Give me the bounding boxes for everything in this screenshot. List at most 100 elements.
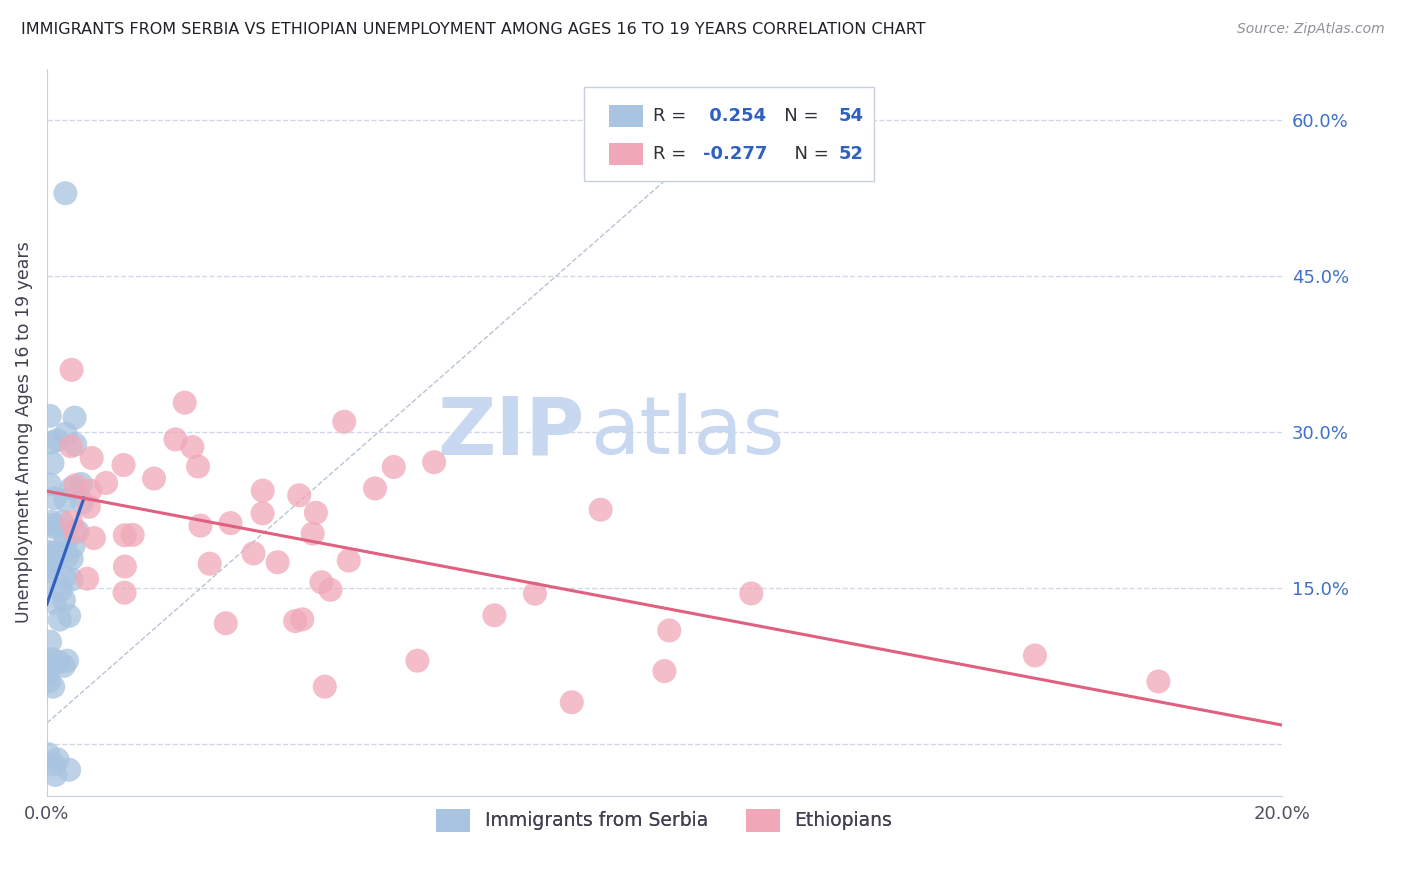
Point (60, 515, 83, 529)
Point (406, 654, 429, 668)
Text: R =: R = (654, 107, 692, 125)
Text: atlas: atlas (591, 393, 785, 471)
Point (305, 506, 328, 520)
Point (252, 483, 274, 498)
Point (143, 471, 166, 485)
Point (44, 491, 66, 506)
Point (284, 614, 307, 628)
Point (364, 482, 387, 496)
Point (55, 186, 77, 201)
Point (42, 518, 65, 533)
Point (46, 752, 69, 766)
Point (41, 456, 63, 470)
Point (252, 507, 274, 521)
Point (654, 664, 676, 678)
FancyBboxPatch shape (583, 87, 875, 181)
Point (76, 572, 98, 586)
Point (60, 551, 83, 566)
Point (319, 582, 342, 597)
Point (58, 608, 80, 623)
Point (219, 516, 242, 530)
Text: N =: N = (766, 107, 824, 125)
Point (37, 668, 59, 682)
Point (79, 483, 101, 498)
Point (39, 634, 62, 648)
Point (198, 557, 221, 571)
Text: 0.254: 0.254 (703, 107, 766, 125)
Y-axis label: Unemployment Among Ages 16 to 19 years: Unemployment Among Ages 16 to 19 years (15, 241, 32, 623)
Point (55, 535, 77, 549)
Text: IMMIGRANTS FROM SERBIA VS ETHIOPIAN UNEMPLOYMENT AMONG AGES 16 TO 19 YEARS CORRE: IMMIGRANTS FROM SERBIA VS ETHIOPIAN UNEM… (21, 22, 925, 37)
Point (1147, 674, 1170, 689)
Point (114, 528, 136, 542)
Point (48, 655, 70, 669)
Point (44, 768, 66, 782)
Point (173, 395, 195, 409)
Point (38, 477, 60, 491)
Text: -0.277: -0.277 (703, 145, 768, 162)
Point (288, 488, 311, 502)
Point (42, 550, 65, 565)
Legend: Immigrants from Serbia, Ethiopians: Immigrants from Serbia, Ethiopians (427, 799, 901, 841)
Point (70, 477, 93, 491)
Point (55, 533, 77, 548)
Point (311, 575, 333, 590)
Point (423, 455, 446, 469)
Point (56, 549, 79, 564)
Point (42, 556, 65, 570)
Point (523, 587, 546, 601)
Point (46, 433, 69, 447)
Point (740, 586, 762, 600)
Text: Source: ZipAtlas.com: Source: ZipAtlas.com (1237, 22, 1385, 37)
Point (52, 593, 75, 607)
Point (114, 585, 136, 599)
Point (382, 460, 405, 475)
Point (63, 524, 86, 539)
Point (301, 526, 323, 541)
Point (58, 763, 80, 777)
Point (1024, 648, 1046, 663)
Point (215, 616, 238, 631)
Point (60, 481, 83, 495)
Text: 52: 52 (838, 145, 863, 162)
Point (112, 458, 135, 472)
Point (333, 415, 356, 429)
Point (337, 553, 360, 567)
Point (41, 652, 63, 666)
Point (561, 695, 583, 709)
Point (62, 539, 84, 553)
Point (41, 546, 63, 560)
Point (49, 583, 72, 598)
Point (38, 409, 60, 423)
Point (266, 555, 288, 569)
Point (37, 574, 59, 589)
FancyBboxPatch shape (609, 143, 644, 164)
Point (49, 546, 72, 560)
Point (66, 524, 89, 539)
Text: 54: 54 (838, 107, 863, 125)
Point (190, 518, 212, 533)
Point (83, 531, 105, 545)
Point (60, 573, 83, 587)
Point (39, 657, 62, 672)
Point (52, 659, 75, 673)
Point (53, 570, 76, 584)
Point (39, 435, 62, 450)
FancyBboxPatch shape (609, 105, 644, 127)
Point (42, 520, 65, 534)
Point (114, 559, 136, 574)
Point (484, 608, 506, 623)
Point (165, 433, 187, 447)
Point (55, 426, 77, 441)
Point (291, 612, 314, 626)
Point (658, 624, 681, 638)
Point (48, 613, 70, 627)
Point (65, 437, 87, 451)
Text: N =: N = (783, 145, 835, 162)
Point (60, 363, 83, 377)
Point (63, 410, 86, 425)
Point (38, 564, 60, 578)
Point (589, 502, 612, 516)
Point (38, 674, 60, 689)
Point (314, 680, 336, 694)
